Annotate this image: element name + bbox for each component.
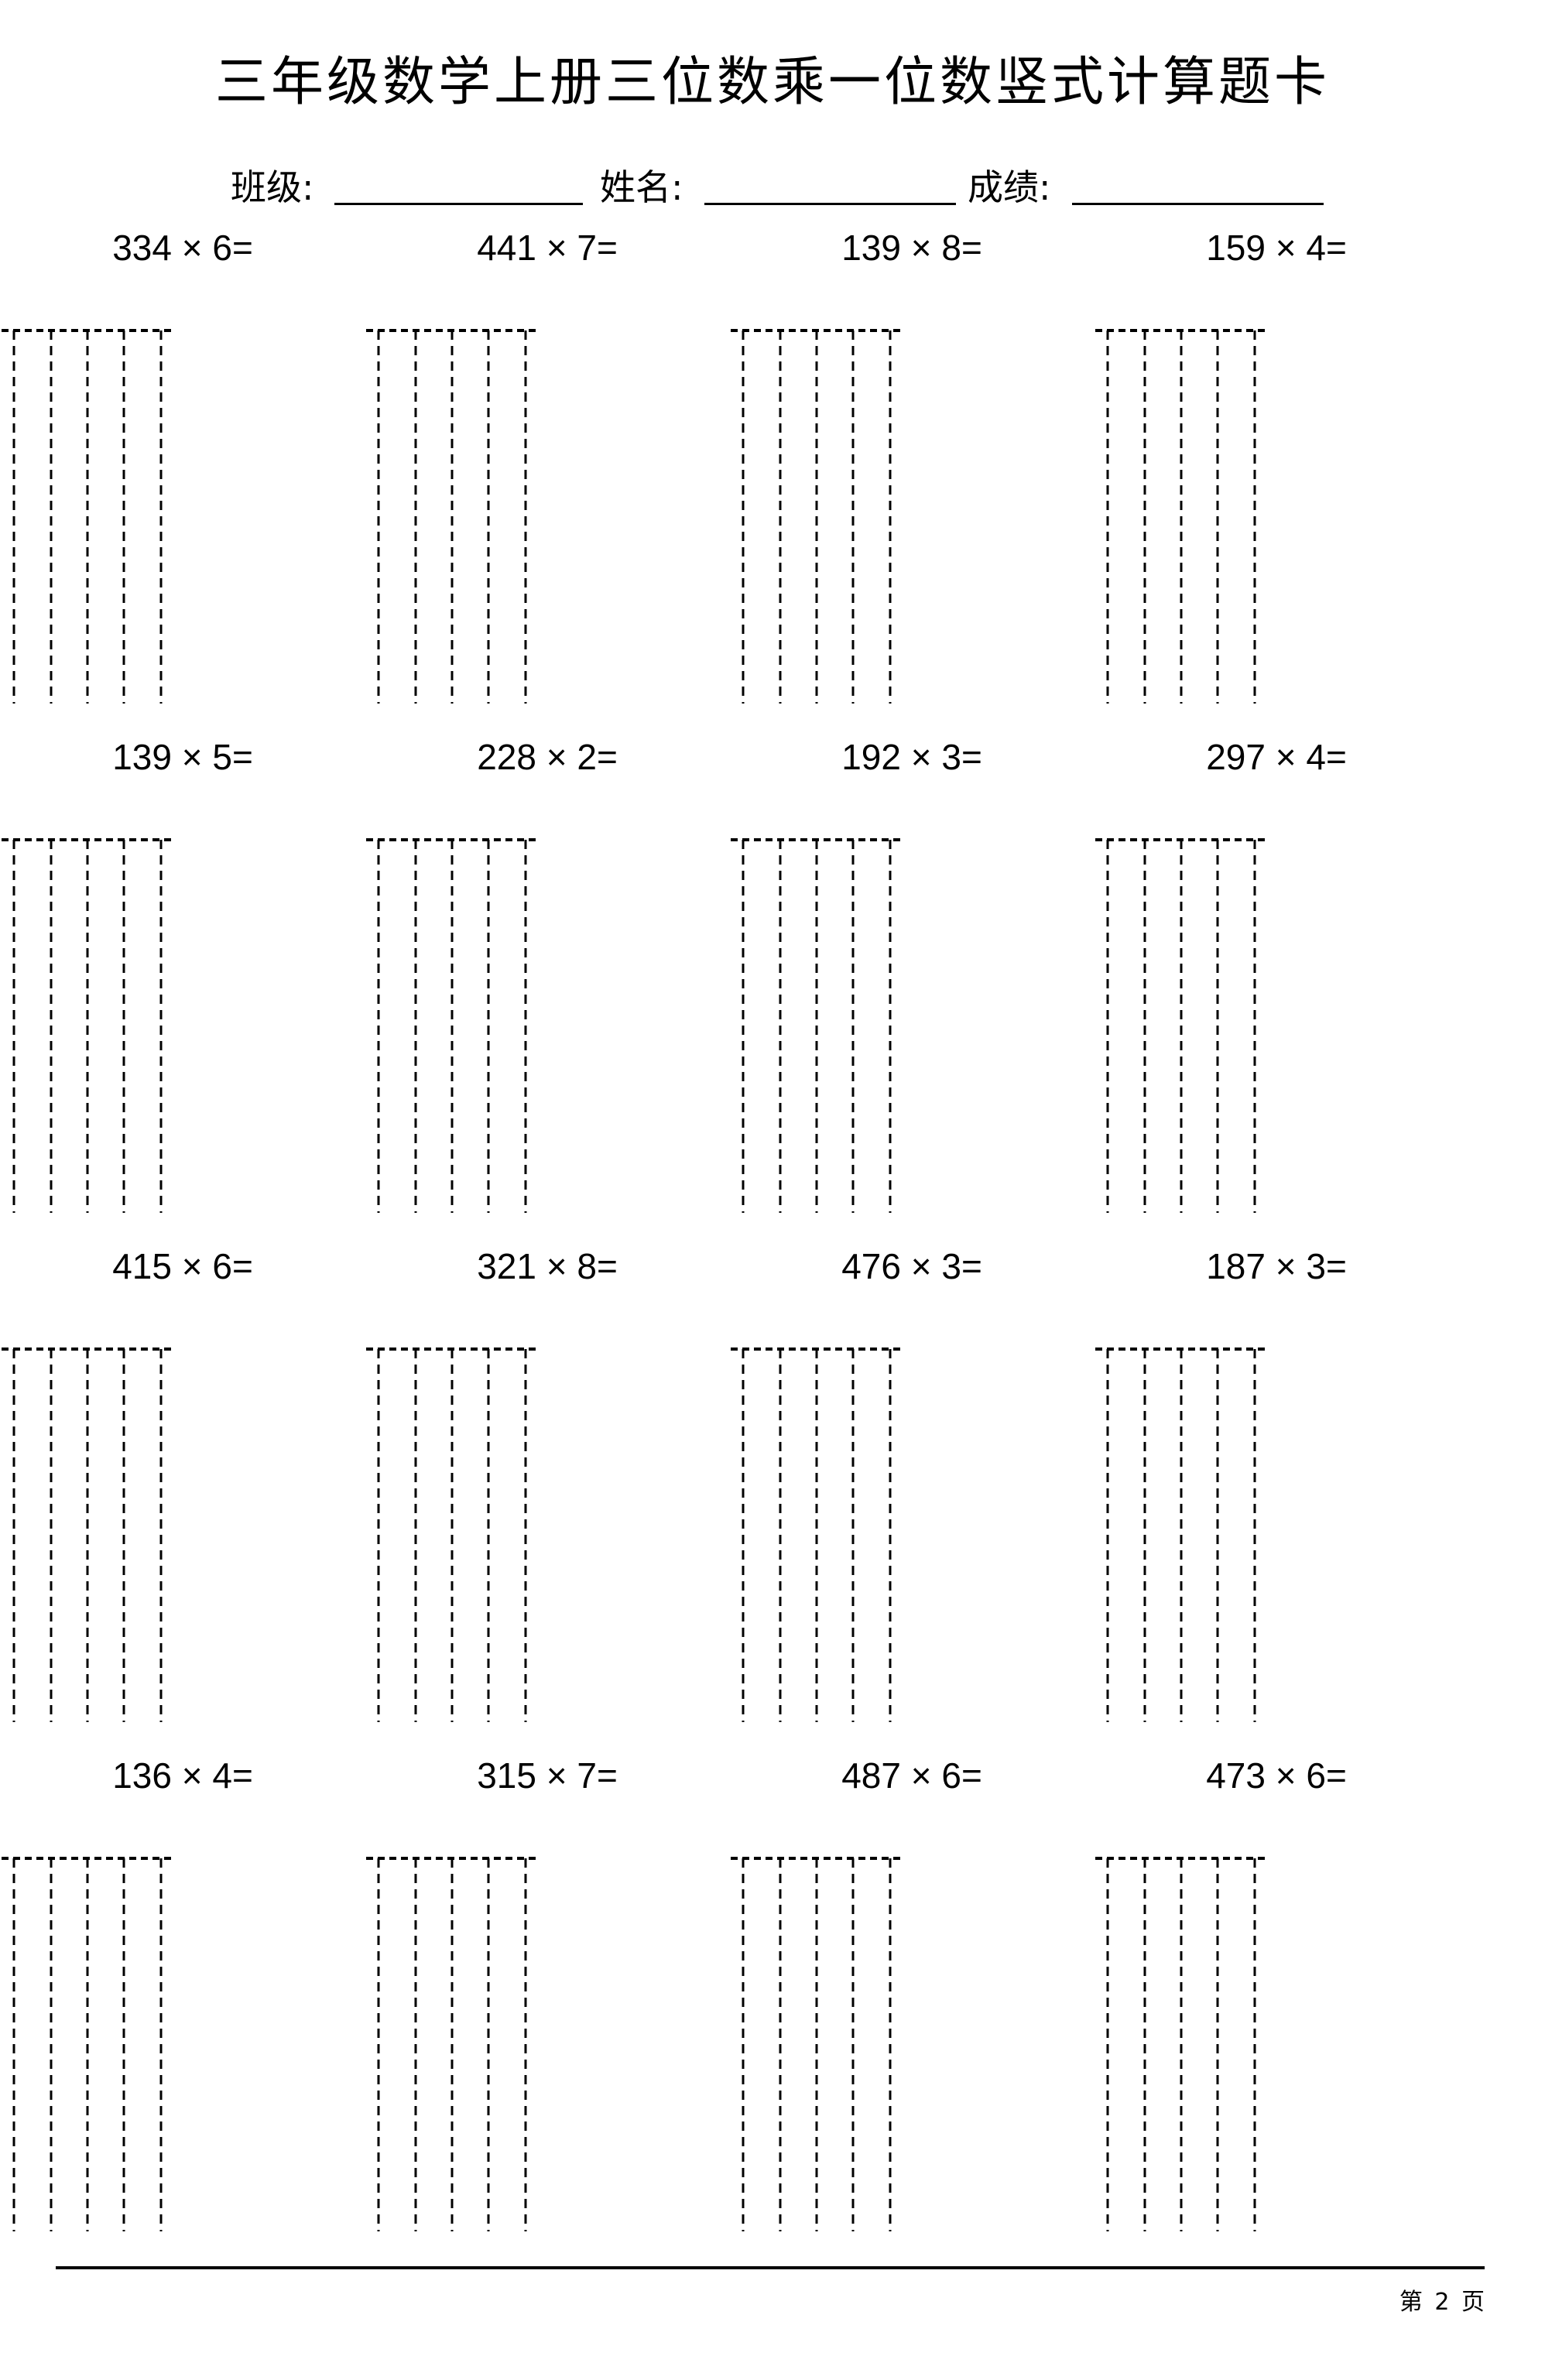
work-area-grid[interactable] (729, 837, 915, 1217)
problem-equation: 487 × 6= (841, 1755, 982, 1796)
problem-equation: 441 × 7= (477, 228, 618, 268)
work-area-grid[interactable] (0, 837, 186, 1217)
work-area-grid[interactable] (729, 1856, 915, 2235)
problem-equation: 139 × 8= (841, 228, 982, 268)
problem-equation: 473 × 6= (1206, 1755, 1347, 1796)
problem-equation: 334 × 6= (112, 228, 253, 268)
class-field[interactable] (334, 203, 583, 205)
work-area-grid[interactable] (1094, 328, 1280, 707)
problem-equation: 315 × 7= (477, 1755, 618, 1796)
problem-equation: 192 × 3= (841, 737, 982, 777)
problem-equation: 187 × 3= (1206, 1246, 1347, 1286)
name-label: 姓名: (600, 166, 683, 208)
problem-equation: 476 × 3= (841, 1246, 982, 1286)
problem-equation: 159 × 4= (1206, 228, 1347, 268)
problem-equation: 297 × 4= (1206, 737, 1347, 777)
score-label: 成绩: (968, 166, 1051, 208)
work-area-grid[interactable] (365, 1856, 550, 2235)
name-field[interactable] (704, 203, 956, 205)
problem-equation: 228 × 2= (477, 737, 618, 777)
work-area-grid[interactable] (0, 1856, 186, 2235)
work-area-grid[interactable] (365, 328, 550, 707)
work-area-grid[interactable] (729, 1347, 915, 1726)
page-title: 三年级数学上册三位数乘一位数竖式计算题卡 (214, 52, 1330, 113)
work-area-grid[interactable] (1094, 1856, 1280, 2235)
class-label: 班级: (231, 166, 314, 208)
footer-divider (56, 2266, 1485, 2269)
problem-equation: 139 × 5= (112, 737, 253, 777)
work-area-grid[interactable] (0, 1347, 186, 1726)
page-number: 第 2 页 (1399, 2289, 1485, 2316)
problem-equation: 136 × 4= (112, 1755, 253, 1796)
problem-equation: 415 × 6= (112, 1246, 253, 1286)
work-area-grid[interactable] (365, 1347, 550, 1726)
problem-equation: 321 × 8= (477, 1246, 618, 1286)
work-area-grid[interactable] (729, 328, 915, 707)
work-area-grid[interactable] (1094, 1347, 1280, 1726)
work-area-grid[interactable] (1094, 837, 1280, 1217)
work-area-grid[interactable] (365, 837, 550, 1217)
work-area-grid[interactable] (0, 328, 186, 707)
score-field[interactable] (1072, 203, 1324, 205)
